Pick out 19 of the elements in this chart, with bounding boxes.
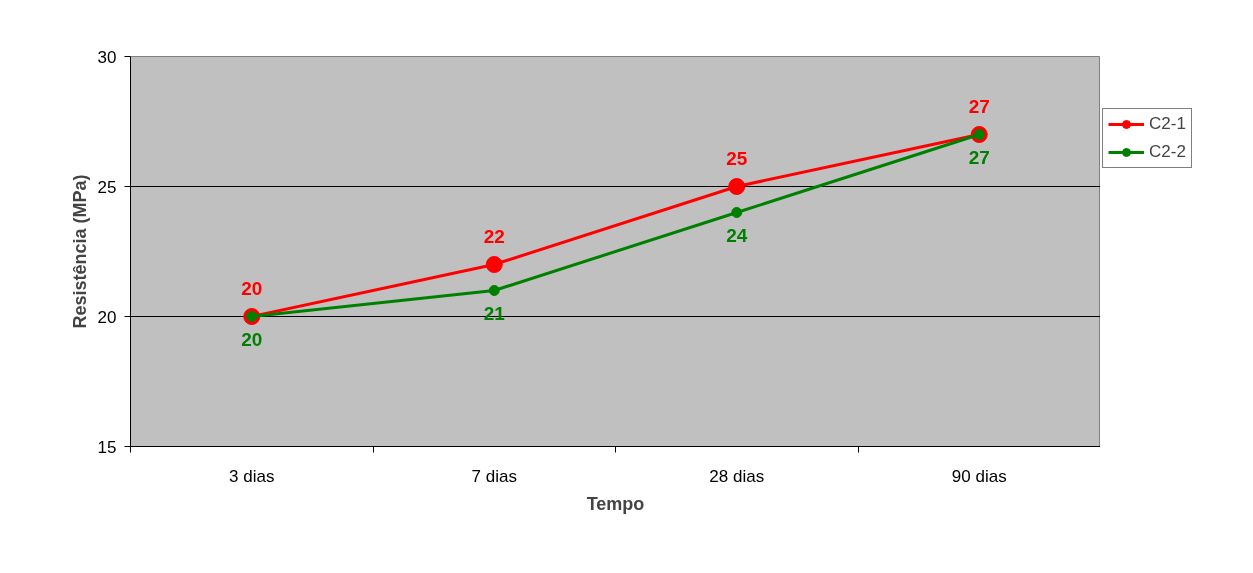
x-tick-label: 90 dias <box>951 466 1007 486</box>
y-tick-label: 20 <box>97 307 117 327</box>
y-tick-label: 25 <box>97 177 117 197</box>
data-label: 22 <box>483 225 505 247</box>
legend-label: C2-2 <box>1149 142 1186 162</box>
x-tick-label: 3 dias <box>229 466 275 486</box>
data-label: 20 <box>241 277 263 299</box>
y-tick-label: 30 <box>97 47 117 67</box>
data-label: 24 <box>726 224 748 246</box>
y-tick-label: 15 <box>97 437 117 457</box>
y-axis-title: Resistência (MPa) <box>69 174 90 329</box>
x-axis-title: Tempo <box>586 493 645 514</box>
x-tick-label: 7 dias <box>471 466 517 486</box>
data-label: 20 <box>241 328 263 350</box>
x-tick-label: 28 dias <box>709 466 765 486</box>
data-label: 25 <box>726 147 748 169</box>
data-label: 27 <box>968 95 990 117</box>
legend-label: C2-1 <box>1149 114 1186 134</box>
data-label: 27 <box>968 146 990 168</box>
